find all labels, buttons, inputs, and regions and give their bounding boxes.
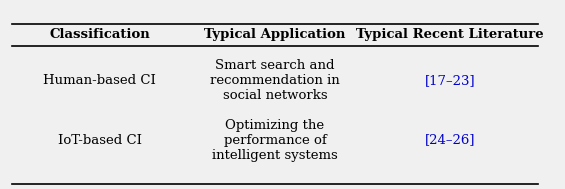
- Text: [24–26]: [24–26]: [425, 134, 475, 147]
- Text: Classification: Classification: [50, 28, 150, 41]
- Text: Typical Recent Literature: Typical Recent Literature: [357, 28, 544, 41]
- Text: Typical Application: Typical Application: [205, 28, 346, 41]
- Text: IoT-based CI: IoT-based CI: [58, 134, 142, 147]
- Text: [17–23]: [17–23]: [425, 74, 475, 87]
- Text: Human-based CI: Human-based CI: [44, 74, 157, 87]
- Text: Smart search and
recommendation in
social networks: Smart search and recommendation in socia…: [210, 59, 340, 102]
- Text: Optimizing the
performance of
intelligent systems: Optimizing the performance of intelligen…: [212, 119, 338, 162]
